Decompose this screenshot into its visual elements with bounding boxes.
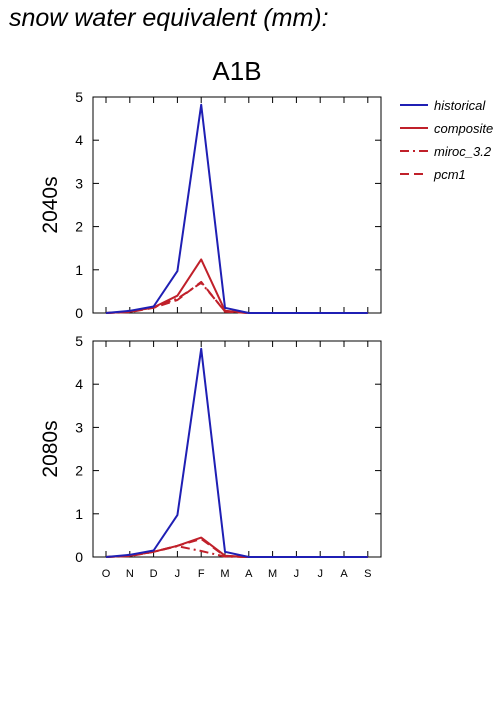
x-tick-label: J [175, 568, 181, 580]
legend-label: composite [434, 121, 493, 136]
panel-2080s: 0 1 2 3 4 5 O N D J F M A M J J A S 2080s [39, 333, 382, 580]
y-tick-label: 1 [75, 262, 83, 278]
y-tick-label: 1 [75, 506, 83, 522]
y-tick-label: 4 [75, 376, 83, 392]
x-tick-label: A [340, 568, 348, 580]
y-tick-label: 0 [75, 305, 83, 321]
x-tick-label: D [150, 568, 158, 580]
x-tick-label: S [364, 568, 371, 580]
x-tick-label: O [102, 568, 111, 580]
legend-label: historical [434, 98, 486, 113]
x-tick-label: N [126, 568, 134, 580]
series-line-historical [105, 103, 368, 314]
y-tick-label: 4 [75, 132, 83, 148]
plot-frame [92, 96, 382, 314]
legend-entry: miroc_3.2 [400, 144, 492, 159]
x-tick-label: J [294, 568, 300, 580]
y-tick-label: 0 [75, 549, 83, 565]
panel-2040s: 0 1 2 3 4 5 2040s [39, 89, 382, 321]
series-line-composite [105, 258, 368, 314]
legend-entry: composite [400, 121, 493, 136]
chart-panels: 0 1 2 3 4 5 2040s 0 1 2 3 4 5 O N D J F M A M J J A S 2080s [39, 89, 382, 580]
y-tick-label: 2 [75, 219, 83, 235]
panel-label: 2040s [39, 176, 62, 233]
legend: historical composite miroc_3.2 pcm1 [400, 98, 493, 182]
legend-entry: historical [400, 98, 486, 113]
panel-label: 2080s [39, 420, 62, 477]
y-tick-label: 5 [75, 333, 83, 349]
x-tick-label: A [245, 568, 253, 580]
page-title: snow water equivalent (mm): [9, 4, 329, 32]
y-tick-label: 3 [75, 175, 83, 191]
legend-label: pcm1 [433, 167, 466, 182]
legend-label: miroc_3.2 [434, 144, 492, 159]
x-tick-label: F [198, 568, 205, 580]
x-tick-label: J [317, 568, 323, 580]
legend-entry: pcm1 [400, 167, 466, 182]
x-tick-label: M [220, 568, 229, 580]
x-tick-label: M [268, 568, 277, 580]
y-tick-label: 2 [75, 463, 83, 479]
series-line-historical [105, 347, 368, 558]
plot-frame [92, 340, 382, 558]
y-tick-label: 5 [75, 89, 83, 105]
y-tick-label: 3 [75, 419, 83, 435]
scenario-title: A1B [212, 56, 261, 86]
